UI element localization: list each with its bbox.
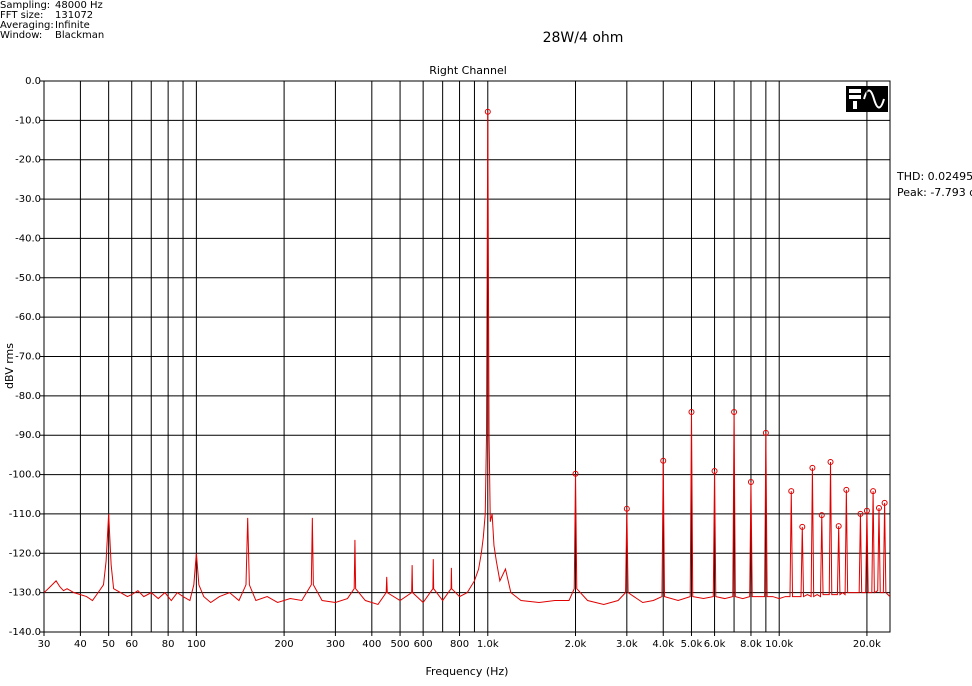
peak-marker xyxy=(809,464,816,471)
x-tick-label: 400 xyxy=(362,639,381,650)
info-label: FFT size: xyxy=(0,10,43,21)
peak-marker xyxy=(875,505,882,512)
info-value: 131072 xyxy=(55,10,93,21)
y-tick-label: 0.0 xyxy=(25,76,41,87)
peak-marker xyxy=(762,429,769,436)
info-label: Sampling: xyxy=(0,0,50,11)
y-tick-label: -70.0 xyxy=(15,352,41,363)
subtitle: 28W/4 ohm xyxy=(543,30,624,46)
info-value: Blackman xyxy=(55,30,104,41)
x-tick-label: 200 xyxy=(275,639,294,650)
chart-title: Right Channel xyxy=(429,64,507,77)
peak-marker xyxy=(572,470,579,477)
info-value: 48000 Hz xyxy=(55,0,103,11)
peak-marker xyxy=(827,458,834,465)
y-tick-label: -20.0 xyxy=(15,155,41,166)
y-tick-label: -60.0 xyxy=(15,312,41,323)
y-tick-label: -120.0 xyxy=(9,548,41,559)
annotation: Peak: -7.793 d xyxy=(897,186,972,199)
y-tick-label: -140.0 xyxy=(9,627,41,638)
peak-marker xyxy=(731,408,738,415)
y-tick-label: -40.0 xyxy=(15,233,41,244)
x-tick-label: 10.0k xyxy=(765,639,793,650)
y-axis-label: dBV rms xyxy=(3,343,16,389)
x-tick-label: 20.0k xyxy=(853,639,881,650)
annotation: THD: 0.02495 xyxy=(896,170,972,183)
spectrum-line xyxy=(44,111,890,606)
info-label: Averaging: xyxy=(0,20,54,31)
info-value: Infinite xyxy=(55,20,90,31)
x-tick-label: 50 xyxy=(102,639,115,650)
y-tick-label: -110.0 xyxy=(9,509,41,520)
peak-marker xyxy=(688,408,695,415)
x-tick-label: 800 xyxy=(450,639,469,650)
peak-marker xyxy=(863,507,870,514)
peak-marker xyxy=(788,488,795,495)
y-tick-label: -130.0 xyxy=(9,588,41,599)
x-tick-label: 5.0k xyxy=(681,639,703,650)
y-tick-label: -80.0 xyxy=(15,391,41,402)
plot-frame xyxy=(43,80,891,633)
x-tick-label: 100 xyxy=(187,639,206,650)
y-tick-label: -10.0 xyxy=(15,115,41,126)
peak-marker xyxy=(484,108,491,115)
x-tick-label: 80 xyxy=(162,639,175,650)
logo-shape xyxy=(849,89,861,93)
x-tick-label: 8.0k xyxy=(740,639,762,650)
x-tick-label: 1.0k xyxy=(477,639,499,650)
x-tick-label: 3.0k xyxy=(616,639,638,650)
peak-marker xyxy=(835,523,842,530)
y-tick-label: -90.0 xyxy=(15,430,41,441)
y-tick-label: -100.0 xyxy=(9,470,41,481)
x-tick-label: 500 xyxy=(391,639,410,650)
y-tick-label: -30.0 xyxy=(15,194,41,205)
x-tick-label: 600 xyxy=(414,639,433,650)
x-tick-label: 30 xyxy=(38,639,51,650)
peak-marker xyxy=(711,468,718,475)
peak-marker xyxy=(818,512,825,519)
x-axis-label: Frequency (Hz) xyxy=(426,665,509,678)
peak-marker xyxy=(870,488,877,495)
x-tick-label: 60 xyxy=(125,639,138,650)
peak-marker xyxy=(623,505,630,512)
peak-marker xyxy=(843,486,850,493)
x-tick-label: 40 xyxy=(74,639,87,650)
peak-marker xyxy=(799,523,806,530)
x-tick-label: 300 xyxy=(326,639,345,650)
info-label: Window: xyxy=(0,30,42,41)
x-tick-label: 4.0k xyxy=(652,639,674,650)
peak-marker xyxy=(747,479,754,486)
peak-marker xyxy=(660,457,667,464)
peak-marker xyxy=(881,499,888,506)
x-tick-label: 2.0k xyxy=(565,639,587,650)
x-tick-label: 6.0k xyxy=(704,639,726,650)
y-tick-label: -50.0 xyxy=(15,273,41,284)
logo-shape xyxy=(849,95,861,99)
logo-shape xyxy=(853,101,857,109)
peak-marker xyxy=(857,510,864,517)
